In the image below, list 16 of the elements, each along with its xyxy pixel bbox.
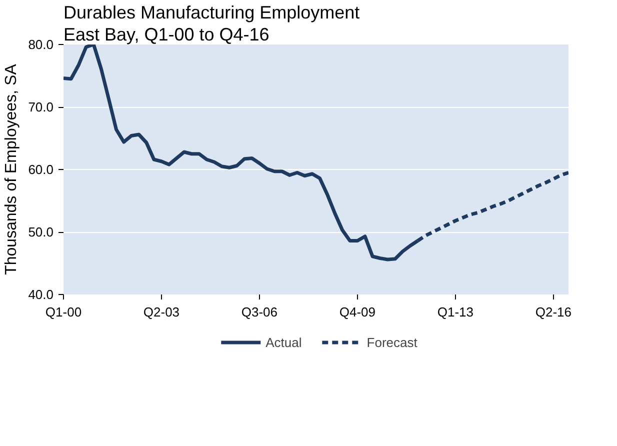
chart-title: Durables Manufacturing Employment	[64, 2, 360, 22]
x-tick-label: Q2-03	[143, 304, 180, 320]
y-tick-label: 40.0	[28, 287, 54, 302]
y-axis-title: Thousands of Employees, SA	[3, 64, 20, 275]
y-tick-label: 80.0	[28, 37, 54, 52]
x-tick-label: Q1-13	[437, 304, 474, 320]
x-tick-label: Q3-06	[241, 304, 278, 320]
x-tick-label: Q2-16	[535, 304, 572, 320]
x-tick-label: Q4-09	[339, 304, 376, 320]
legend-label: Actual	[266, 334, 302, 350]
legend-label: Forecast	[366, 334, 418, 350]
x-tick-label: Q1-00	[45, 304, 82, 320]
y-tick-label: 60.0	[28, 162, 54, 177]
y-tick-label: 50.0	[28, 224, 54, 240]
y-tick-label: 70.0	[28, 100, 54, 114]
chart-subtitle: East Bay, Q1-00 to Q4-16	[64, 24, 270, 44]
